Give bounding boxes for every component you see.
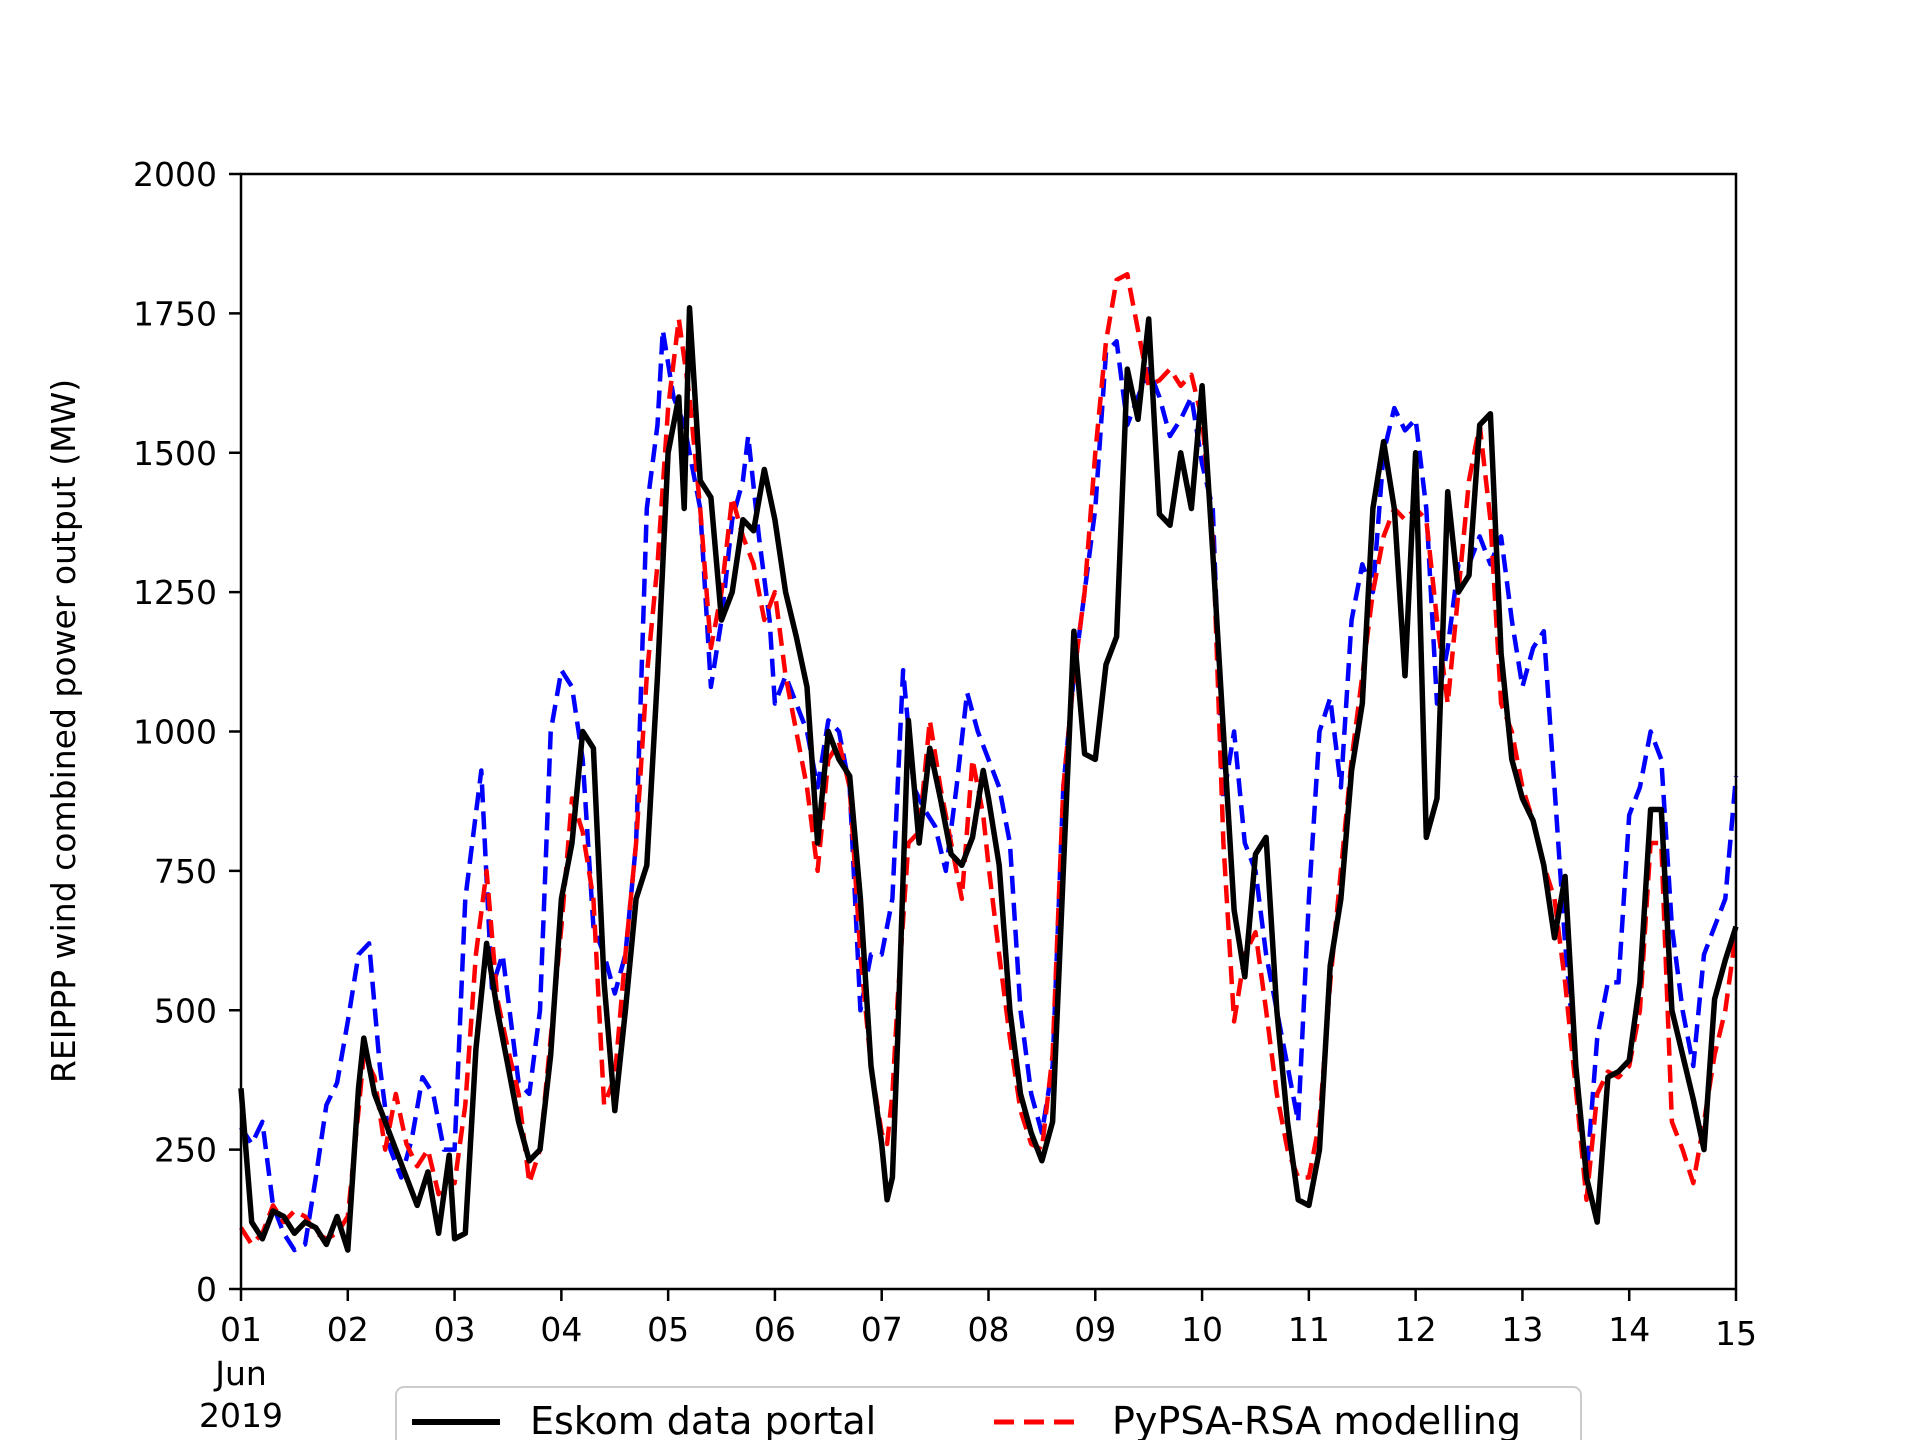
x-tick-sublabel: Jun [213,1354,267,1393]
x-tick-label: 12 [1395,1310,1437,1349]
y-tick-label: 1000 [133,713,217,752]
y-tick-label: 1750 [133,294,217,333]
series-line-2 [239,327,1739,1253]
x-tick-label: 11 [1288,1310,1330,1349]
x-tick-label: 03 [434,1310,476,1349]
y-tick-label: 0 [196,1270,217,1309]
x-tick-label: 08 [968,1310,1010,1349]
legend-label-pypsa: PyPSA-RSA modelling [1112,1399,1521,1440]
x-tick-label: 15 [1715,1314,1757,1353]
x-tick-label: 07 [861,1310,903,1349]
legend: Eskom data portal PyPSA-RSA modelling [395,1386,1582,1440]
series-line-0 [238,305,1739,1253]
x-tick-label: 10 [1181,1310,1223,1349]
series-layer [238,272,1739,1253]
y-axis-label: REIPPP wind combined power output (MW) [44,379,83,1083]
x-tick-label: 05 [647,1310,689,1349]
x-tick-label: 09 [1074,1310,1116,1349]
y-axis: 0 250 500 750 1000 1250 1500 1750 2000 [133,155,241,1309]
x-tick-label: 01 [220,1310,262,1349]
legend-box [395,1386,1582,1440]
y-tick-label: 250 [154,1131,217,1170]
x-tick-label: 06 [754,1310,796,1349]
y-tick-label: 1250 [133,573,217,612]
x-tick-label: 14 [1608,1310,1650,1349]
legend-label-eskom: Eskom data portal [530,1399,876,1440]
series-line-1 [239,272,1739,1247]
y-tick-label: 750 [154,852,217,891]
x-tick-label: 02 [327,1310,369,1349]
y-tick-label: 500 [154,991,217,1030]
y-tick-label: 1500 [133,434,217,473]
x-tick-label: 04 [540,1310,582,1349]
x-tick-label: 13 [1501,1310,1543,1349]
y-tick-label: 2000 [133,155,217,194]
x-tick-sublabel: 2019 [199,1396,283,1435]
